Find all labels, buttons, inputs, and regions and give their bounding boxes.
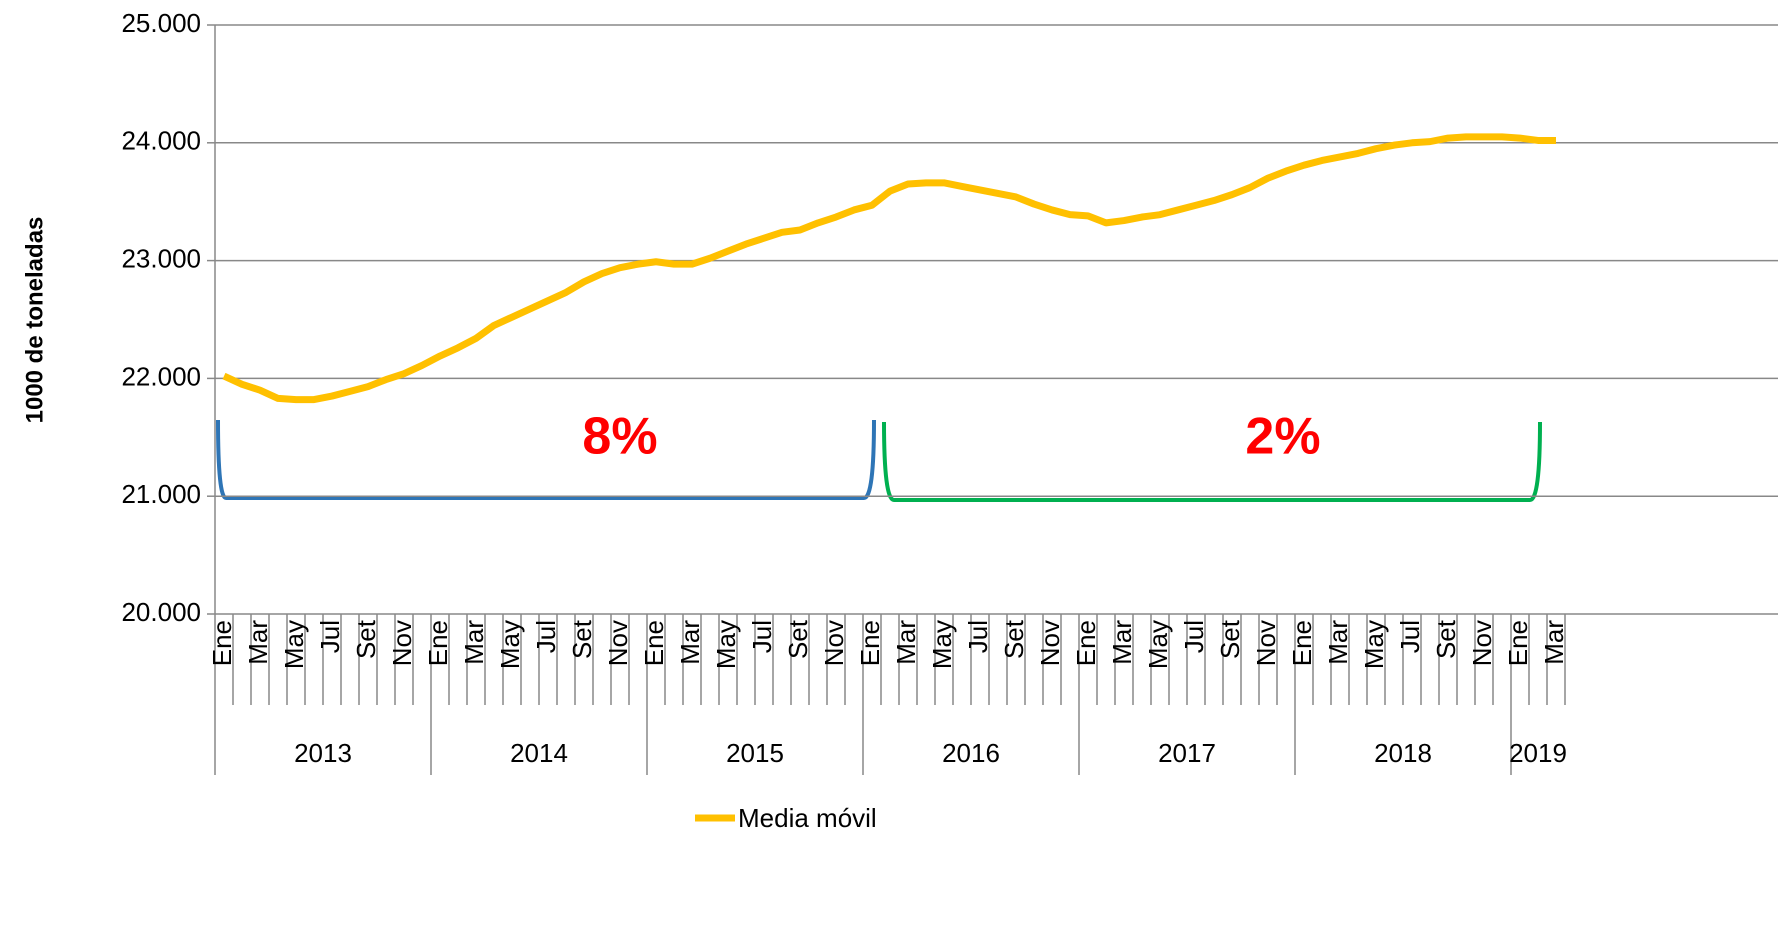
x-tick-label: Set	[1215, 619, 1245, 659]
x-tick-label: Set	[351, 619, 381, 659]
x-tick-label: May	[495, 620, 525, 669]
x-tick-label: Jul	[315, 620, 345, 653]
x-tick-label: Mar	[1107, 620, 1137, 665]
x-tick-label: Ene	[207, 620, 237, 666]
x-tick-label: May	[1359, 620, 1389, 669]
year-label: 2018	[1374, 738, 1432, 768]
x-tick-label: Set	[999, 619, 1029, 659]
x-tick-label: Ene	[855, 620, 885, 666]
y-tick-label: 23.000	[121, 243, 201, 273]
x-tick-label: May	[279, 620, 309, 669]
x-tick-label: Ene	[1287, 620, 1317, 666]
bracket	[216, 419, 876, 500]
x-tick-label: May	[927, 620, 957, 669]
x-tick-label: Ene	[423, 620, 453, 666]
x-tick-label: Jul	[1395, 620, 1425, 653]
x-tick-label: Ene	[1071, 620, 1101, 666]
annotation: 8%	[582, 408, 657, 466]
x-tick-label: Nov	[387, 620, 417, 666]
x-tick-label: Set	[1431, 619, 1461, 659]
x-tick-label: Jul	[1179, 620, 1209, 653]
x-tick-label: Nov	[1251, 620, 1281, 666]
x-tick-label: Jul	[963, 620, 993, 653]
x-tick-label: Mar	[675, 620, 705, 665]
x-tick-label: Nov	[819, 620, 849, 666]
x-tick-label: Set	[567, 619, 597, 659]
x-tick-label: Nov	[1035, 620, 1065, 666]
legend-label: Media móvil	[738, 803, 877, 833]
x-tick-label: May	[711, 620, 741, 669]
annotation: 2%	[1245, 408, 1320, 466]
x-tick-label: Nov	[1467, 620, 1497, 666]
x-tick-label: May	[1143, 620, 1173, 669]
year-label: 2014	[510, 738, 568, 768]
y-tick-label: 24.000	[121, 126, 201, 156]
x-tick-label: Set	[783, 619, 813, 659]
y-tick-label: 20.000	[121, 597, 201, 627]
bracket	[882, 421, 1542, 502]
x-tick-label: Ene	[639, 620, 669, 666]
x-tick-label: Jul	[531, 620, 561, 653]
year-label: 2013	[294, 738, 352, 768]
x-tick-label: Nov	[603, 620, 633, 666]
x-tick-label: Mar	[243, 620, 273, 665]
year-label: 2019	[1509, 738, 1567, 768]
x-tick-label: Mar	[1539, 620, 1569, 665]
x-tick-label: Ene	[1503, 620, 1533, 666]
x-tick-label: Mar	[891, 620, 921, 665]
y-tick-label: 21.000	[121, 479, 201, 509]
x-tick-label: Mar	[459, 620, 489, 665]
data-line	[222, 133, 1556, 404]
y-tick-label: 25.000	[121, 8, 201, 38]
year-label: 2017	[1158, 738, 1216, 768]
y-axis-label: 1000 de toneladas	[21, 217, 48, 424]
year-label: 2015	[726, 738, 784, 768]
year-label: 2016	[942, 738, 1000, 768]
y-tick-label: 22.000	[121, 361, 201, 391]
x-tick-label: Jul	[747, 620, 777, 653]
x-tick-label: Mar	[1323, 620, 1353, 665]
